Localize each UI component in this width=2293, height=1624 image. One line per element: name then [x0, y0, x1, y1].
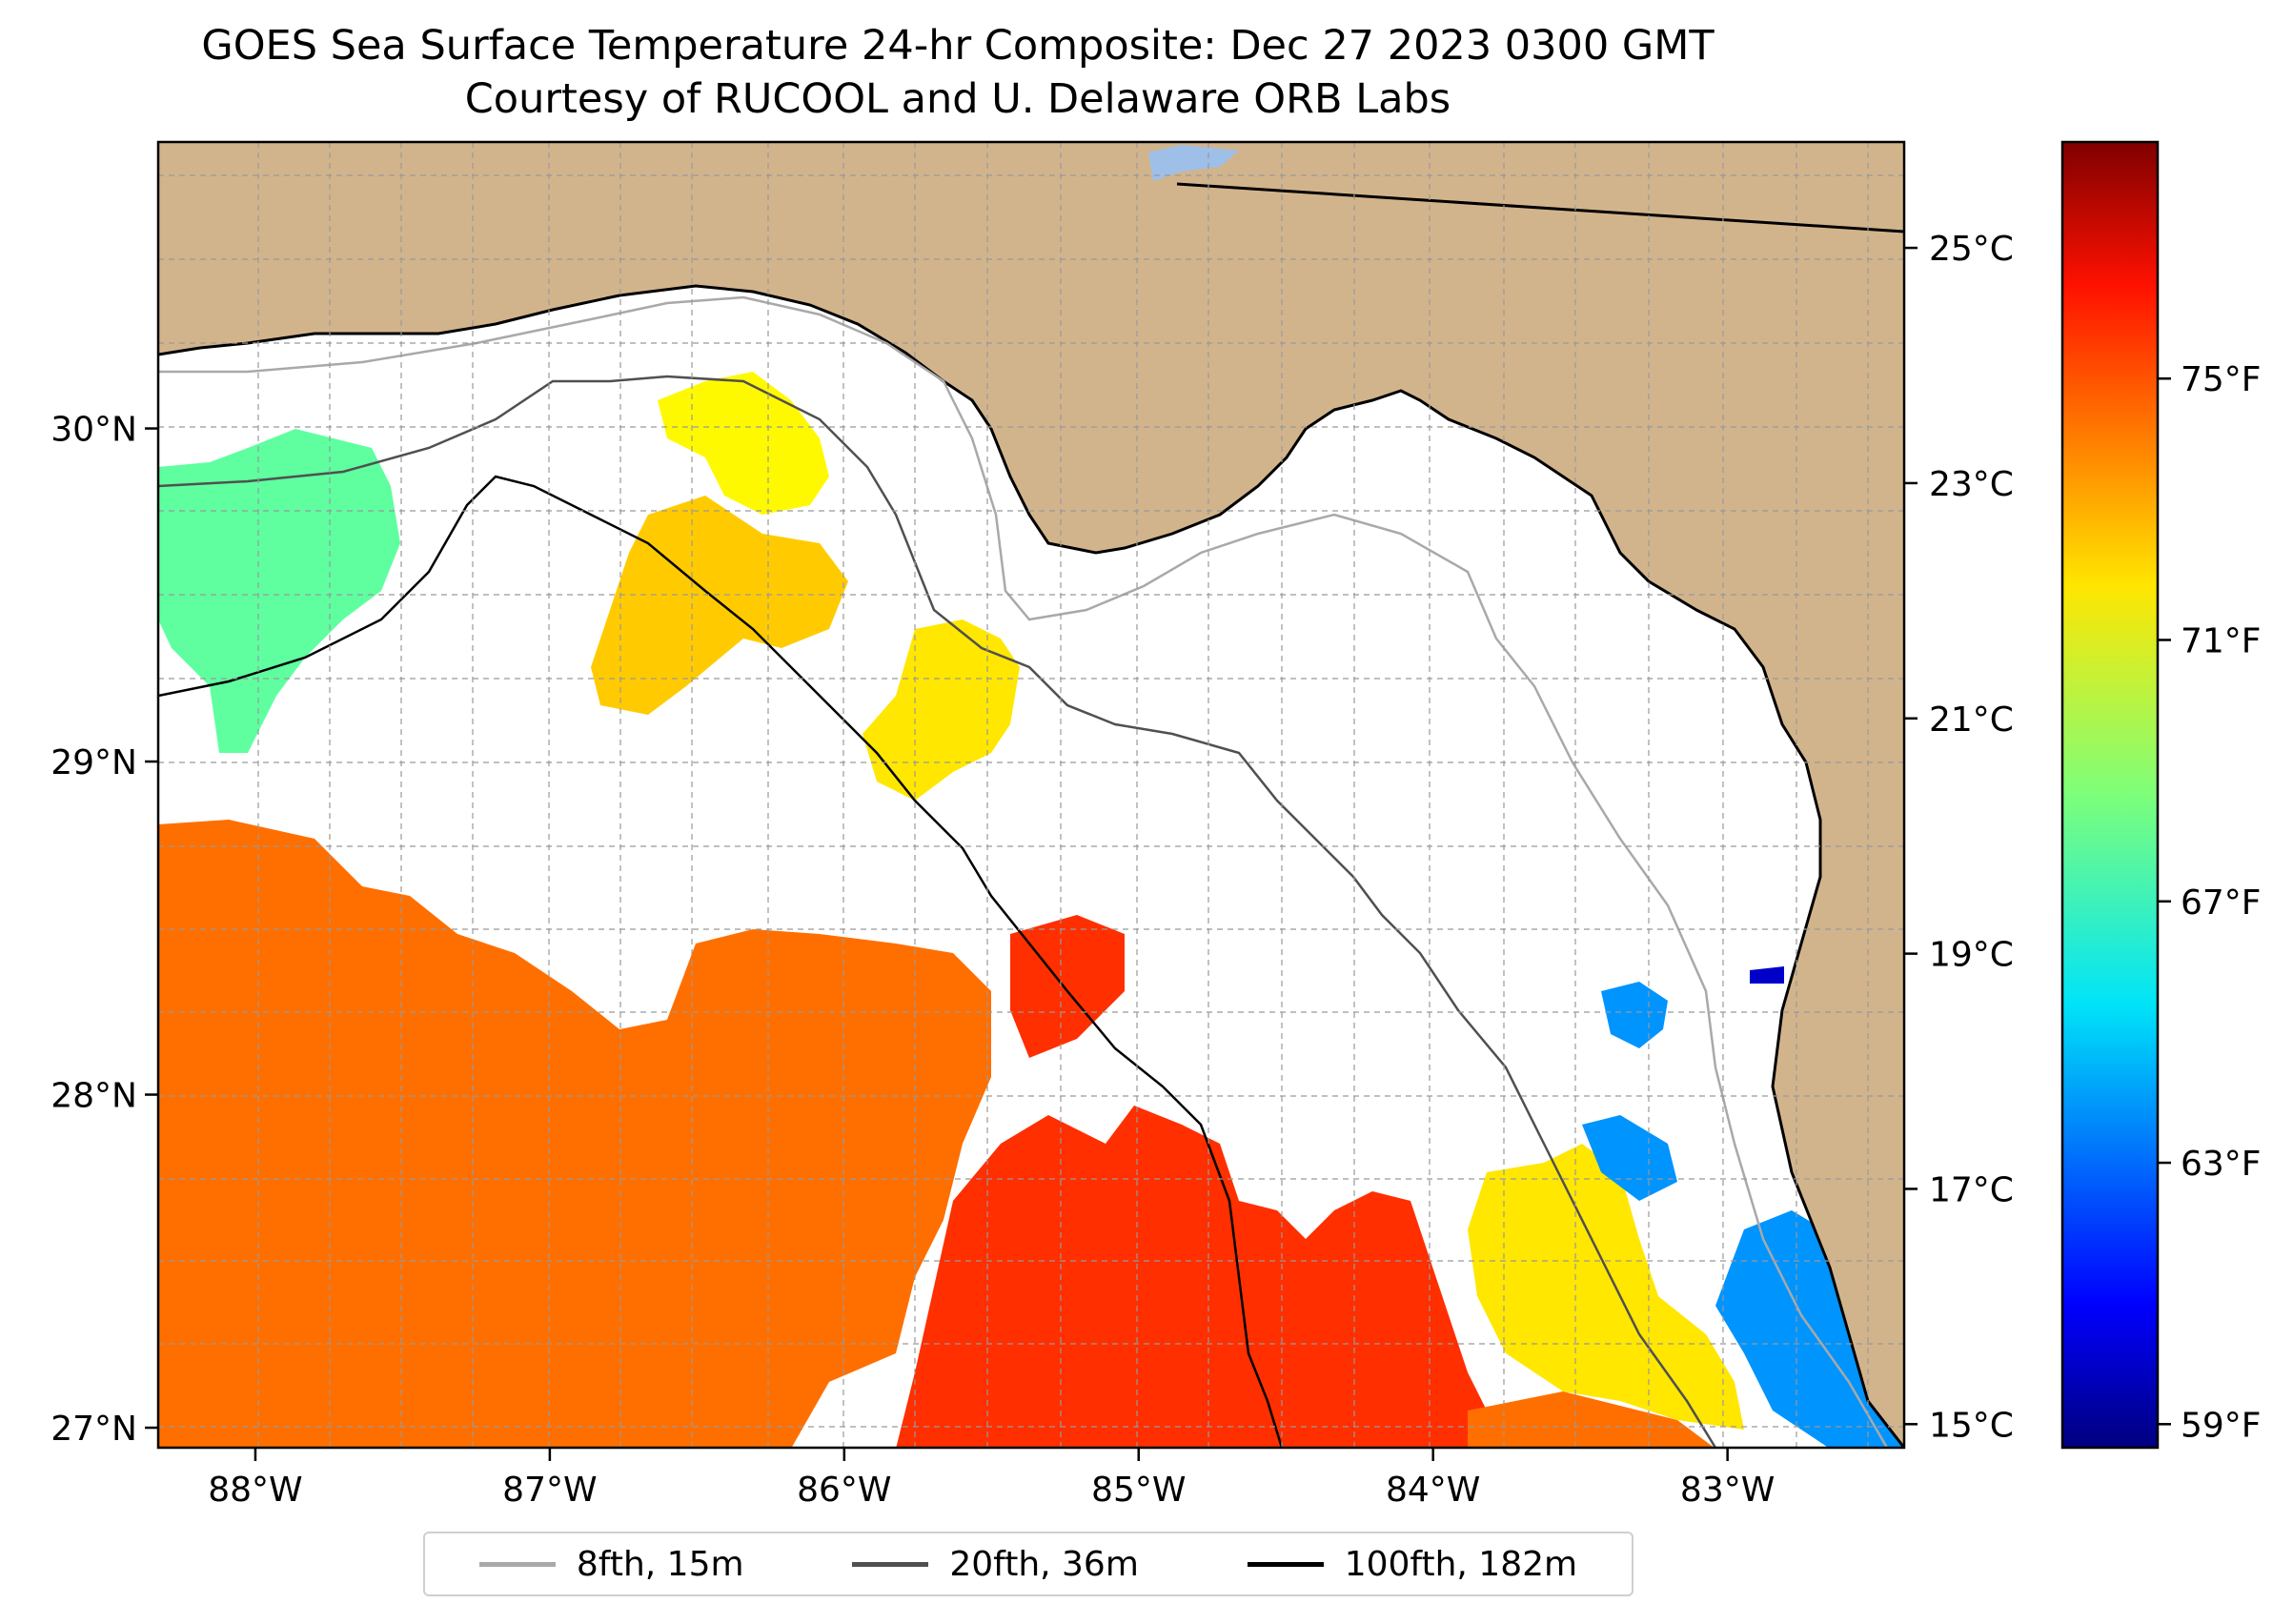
legend-swatch-8fth	[478, 1561, 556, 1567]
state-border	[1176, 182, 1904, 233]
colorbar-c-label: 25°C	[1929, 230, 2014, 269]
land-mobile-bay-island	[158, 281, 233, 329]
gridlines	[158, 142, 1904, 1448]
isobath-8fth-line	[158, 295, 1889, 1448]
sst-southern-warm-core	[896, 1106, 1487, 1448]
colorbar-f-label: 63°F	[2181, 1145, 2262, 1184]
sst-southeast-warm	[1468, 1391, 1715, 1448]
colorbar-c-label: 19°C	[1929, 936, 2014, 975]
land-layer	[158, 142, 1904, 1448]
legend-item-20fth: 20fth, 36m	[852, 1545, 1139, 1584]
inland-lake	[1148, 145, 1239, 181]
isobath-legend: 8fth, 15m 20fth, 36m 100fth, 182m	[423, 1532, 1634, 1596]
sst-desoto-canyon-patch	[658, 372, 829, 515]
colorbar-f-label: 59°F	[2181, 1406, 2262, 1445]
lat-tick-label: 30°N	[51, 411, 137, 450]
sst-central-offshore-warm	[1010, 915, 1125, 1058]
legend-item-8fth: 8fth, 15m	[478, 1544, 744, 1584]
lon-tick-label: 85°W	[1091, 1471, 1186, 1510]
lon-tick-label: 88°W	[208, 1471, 302, 1510]
map-title-line1: GOES Sea Surface Temperature 24-hr Compo…	[201, 22, 1715, 70]
sst-southwest-warm-water	[158, 820, 991, 1448]
sst-western-shelf-cool-patch	[158, 429, 400, 753]
colorbar-c-label: 21°C	[1929, 700, 2014, 740]
sst-cedar-key-cold-spot	[1750, 966, 1784, 984]
lon-tick-label: 83°W	[1680, 1471, 1775, 1510]
colorbar-c-label: 23°C	[1929, 465, 2014, 504]
lon-tick-label: 84°W	[1386, 1471, 1480, 1510]
legend-swatch-20fth	[852, 1561, 929, 1567]
colorbar-f-label: 67°F	[2181, 883, 2262, 923]
map-axis-ticks: 88°W 87°W 86°W 85°W 84°W 83°W 27°N 28°N 29°N 30°N	[51, 411, 1775, 1510]
lat-tick-label: 29°N	[51, 743, 137, 782]
coastline	[158, 284, 1904, 1448]
land-panhandle	[158, 142, 1904, 1448]
sst-cool-coastal-north	[1582, 1115, 1677, 1201]
colorbar-f-label: 75°F	[2181, 360, 2262, 399]
legend-label-20fth: 20fth, 36m	[949, 1544, 1139, 1584]
lon-tick-label: 86°W	[797, 1471, 891, 1510]
map-frame	[156, 140, 1906, 1450]
lat-tick-label: 27°N	[51, 1410, 137, 1449]
colorbar-f-label: 71°F	[2181, 621, 2262, 660]
legend-swatch-100fth	[1247, 1561, 1324, 1567]
isobath-100fth-line	[158, 475, 1284, 1448]
lat-tick-label: 28°N	[51, 1077, 137, 1116]
sst-big-bend-offshore-patch	[862, 619, 1020, 801]
colorbar	[2060, 140, 2160, 1450]
colorbar-c-label: 17°C	[1929, 1170, 2014, 1209]
legend-label-100fth: 100fth, 182m	[1344, 1544, 1578, 1584]
sst-offshore-blue-spot	[1601, 982, 1668, 1048]
legend-item-100fth: 100fth, 182m	[1247, 1544, 1578, 1584]
colorbar-ticks: 59°F 63°F 67°F 71°F 75°F 15°C 17°C 19°C 21°C 23°C…	[1904, 230, 2262, 1445]
isobath-20fth-line	[158, 375, 1717, 1448]
map-title-line2: Courtesy of RUCOOL and U. Delaware ORB L…	[464, 75, 1451, 123]
legend-label-8fth: 8fth, 15m	[576, 1544, 744, 1584]
sst-layer	[158, 372, 1904, 1448]
sst-northeast-coastal-patch	[1468, 1144, 1744, 1430]
isobaths	[158, 295, 1889, 1448]
lon-tick-label: 87°W	[502, 1471, 597, 1510]
colorbar-c-label: 15°C	[1929, 1406, 2014, 1445]
